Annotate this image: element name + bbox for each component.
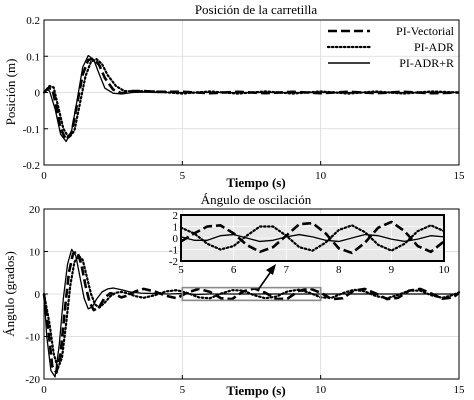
position-x-axis-label: Tiempo (s) [226,175,285,190]
inset-frame [180,214,445,262]
angle-y-tick-label: 20 [29,204,41,216]
angle-y-tick-label: 0 [35,289,41,301]
angle-y-tick-label: 10 [29,247,41,259]
zoom-region [181,286,322,302]
angle-chart: Ángulo de oscilación 0 5 10 15 -20-1001020 … [2,192,465,398]
position-x-tick-label: 15 [454,170,466,182]
inset-y-tick-label: 0 [173,233,179,245]
position-y-tick-label: 0 [35,88,41,100]
position-y-ticks: -0.2 -0.1 0 0.1 0.2 [23,15,48,172]
angle-series-pi-vectorial [42,250,460,374]
position-y-tick-label: 0.2 [26,15,40,27]
position-x-ticks: 0 5 10 15 [41,161,465,182]
angle-series-pi-adr-r [43,248,459,378]
inset-y-tick-label: -1 [169,245,178,257]
angle-y-axis-label: Ángulo (grados) [2,251,17,337]
inset-y-tick-label: 2 [173,210,179,222]
legend-label-pi-adr-r: PI-ADR+R [399,56,454,70]
legend-label-pi-vectorial: PI-Vectorial [396,24,455,38]
inset-series-pi-adr-r [180,233,445,243]
inset-x-tick-label: 9 [389,264,395,276]
position-y-tick-label: -0.1 [23,124,40,136]
position-chart-title: Posición de la carretilla [195,2,318,17]
position-series-pi-adr-r [43,54,459,143]
inset-y-tick-label: 1 [173,222,179,234]
position-y-tick-label: -0.2 [23,160,40,172]
position-chart: Posición de la carretilla 0 5 10 15 -0.2-0.… [3,2,465,190]
angle-x-tick-label: 15 [454,384,466,396]
inset-x-tick-label: 5 [178,264,184,276]
inset-x-tick-label: 6 [231,264,237,276]
angle-x-tick-label: 0 [41,384,47,396]
angle-y-tick-label: -10 [25,332,40,344]
zoom-region-box [181,286,322,302]
position-x-tick-label: 5 [180,170,186,182]
angle-x-axis-label: Tiempo (s) [226,383,285,398]
angle-y-tick-label: -20 [25,374,40,386]
legend-label-pi-adr: PI-ADR [414,40,454,54]
zoom-arrow-head [266,264,276,275]
inset-series [179,220,446,255]
legend: PI-Vectorial PI-ADR PI-ADR+R [326,24,455,70]
position-y-tick-label: 0.1 [26,51,40,63]
inset-series-pi-adr [179,224,446,252]
position-x-tick-label: 0 [41,170,47,182]
inset-x-ticks: 5 6 7 8 9 10 [178,264,450,276]
angle-series [42,248,461,378]
angle-x-tick-label: 5 [180,384,186,396]
inset-x-tick-label: 7 [283,264,289,276]
inset-x-tick-label: 10 [439,264,451,276]
position-x-tick-label: 10 [315,170,327,182]
angle-series-pi-adr [42,254,461,370]
angle-chart-title: Ángulo de oscilación [201,192,312,207]
position-y-axis-label: Posición (m) [3,59,18,126]
inset-y-tick-label: -2 [169,256,178,268]
zoom-arrow [257,264,276,291]
angle-x-ticks: 0 5 10 15 [41,375,465,396]
inset-series-pi-vectorial [180,220,445,255]
inset-x-tick-label: 8 [336,264,342,276]
zoom-arrow-shaft [257,269,273,291]
angle-x-tick-label: 10 [315,384,327,396]
position-series [42,54,461,143]
angle-y-ticks: -20 -10 0 10 20 [25,204,48,386]
